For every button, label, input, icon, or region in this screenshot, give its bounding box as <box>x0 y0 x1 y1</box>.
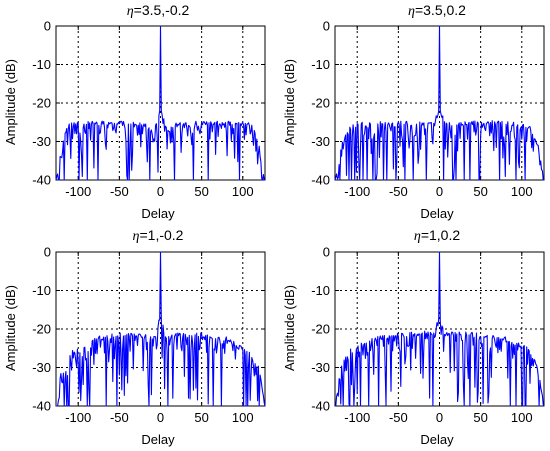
y-tick-label: -20 <box>311 96 330 111</box>
x-tick-label: 0 <box>157 184 164 199</box>
panel-eta-3-5-0-2: η=3.5,0.2 Amplitude (dB) Delay 0 -10 -20 -3… <box>282 2 545 221</box>
x-tick-label: -100 <box>65 184 91 199</box>
y-tick-label: -30 <box>32 360 51 375</box>
x-tick-label: -50 <box>110 184 129 199</box>
y-tick-label: -10 <box>311 57 330 72</box>
x-tick-label: 0 <box>436 410 443 425</box>
x-tick-label: 0 <box>157 410 164 425</box>
series-line <box>335 251 545 407</box>
y-tick-label: -20 <box>32 322 51 337</box>
x-axis-label: Delay <box>420 206 454 221</box>
x-tick-label: 100 <box>232 410 254 425</box>
title-symbol: η <box>127 4 134 19</box>
panel-title: η=3.5,0.2 <box>408 2 466 19</box>
x-tick-label: -50 <box>110 410 129 425</box>
y-tick-labels: 0 -10 -20 -30 -40 <box>311 19 330 188</box>
y-tick-label: -40 <box>311 399 330 414</box>
x-tick-label: 100 <box>232 184 254 199</box>
x-tick-label: -100 <box>344 410 370 425</box>
panel-eta-1-minus-0-2: η=1,-0.2 Amplitude (dB) Delay 0 -10 -20 -30… <box>3 227 266 447</box>
y-tick-labels: 0 -10 -20 -30 -40 <box>32 19 51 188</box>
y-axis-label: Amplitude (dB) <box>3 285 18 371</box>
y-tick-label: 0 <box>44 245 51 260</box>
y-tick-label: 0 <box>323 245 330 260</box>
x-tick-label: -50 <box>389 410 408 425</box>
y-tick-labels: 0 -10 -20 -30 -40 <box>32 245 51 414</box>
x-tick-labels: -100 -50 0 50 100 <box>344 184 532 199</box>
y-tick-labels: 0 -10 -20 -30 -40 <box>311 245 330 414</box>
panel-title: η=3.5,-0.2 <box>127 2 190 19</box>
title-symbol: η <box>414 229 421 244</box>
series-line <box>55 25 265 181</box>
x-axis-label: Delay <box>141 432 175 447</box>
title-symbol: η <box>408 4 415 19</box>
y-tick-label: -40 <box>311 173 330 188</box>
y-tick-label: 0 <box>44 19 51 34</box>
x-tick-label: 50 <box>194 184 208 199</box>
y-tick-label: 0 <box>323 19 330 34</box>
y-tick-label: -20 <box>311 322 330 337</box>
x-tick-label: 50 <box>194 410 208 425</box>
x-tick-label: 0 <box>436 184 443 199</box>
y-tick-label: -10 <box>32 283 51 298</box>
x-tick-label: 100 <box>511 184 533 199</box>
x-axis-label: Delay <box>420 432 454 447</box>
panel-eta-1-0-2: η=1,0.2 Amplitude (dB) Delay 0 -10 -20 -30 -… <box>282 227 545 447</box>
y-tick-label: -10 <box>311 283 330 298</box>
y-tick-label: -40 <box>32 173 51 188</box>
x-axis-label: Delay <box>141 206 175 221</box>
x-tick-label: -100 <box>65 410 91 425</box>
y-axis-label: Amplitude (dB) <box>282 285 297 371</box>
title-symbol: η <box>133 229 140 244</box>
x-tick-label: -50 <box>389 184 408 199</box>
panel-title: η=1,0.2 <box>414 227 460 244</box>
y-tick-label: -30 <box>311 360 330 375</box>
x-tick-label: 50 <box>473 410 487 425</box>
title-params: =1,0.2 <box>421 227 461 243</box>
series-line <box>56 251 266 407</box>
x-tick-labels: -100 -50 0 50 100 <box>65 410 253 425</box>
title-params: =3.5,0.2 <box>415 2 466 18</box>
y-tick-label: -30 <box>311 134 330 149</box>
panel-eta-3-5-minus-0-2: η=3.5,-0.2 Amplitude (dB) Delay 0 -10 -20 -… <box>3 2 266 221</box>
y-tick-label: -20 <box>32 96 51 111</box>
x-tick-label: 50 <box>473 184 487 199</box>
x-tick-labels: -100 -50 0 50 100 <box>65 184 253 199</box>
y-tick-label: -10 <box>32 57 51 72</box>
y-tick-label: -30 <box>32 134 51 149</box>
x-tick-label: 100 <box>511 410 533 425</box>
x-tick-labels: -100 -50 0 50 100 <box>344 410 532 425</box>
panel-title: η=1,-0.2 <box>133 227 184 244</box>
y-axis-label: Amplitude (dB) <box>3 59 18 145</box>
title-params: =1,-0.2 <box>139 227 183 243</box>
title-params: =3.5,-0.2 <box>134 2 190 18</box>
series-line <box>334 25 544 181</box>
y-axis-label: Amplitude (dB) <box>282 59 297 145</box>
y-tick-label: -40 <box>32 399 51 414</box>
x-tick-label: -100 <box>344 184 370 199</box>
